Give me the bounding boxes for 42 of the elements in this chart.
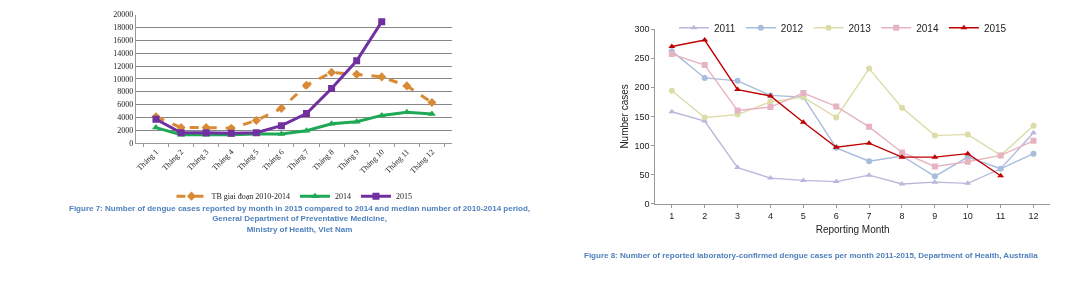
x-tick-label: 11 bbox=[995, 210, 1006, 221]
x-tick-label: 12 bbox=[1028, 210, 1039, 221]
caption: Figure 8: Number of reported laboratory-confirmed dengue cases per month 2011-2015, Department of Health, Australia bbox=[584, 251, 1039, 260]
x-tick-label: 2 bbox=[702, 210, 708, 221]
legend-label: 2015 bbox=[983, 22, 1007, 34]
x-axis-title: Reporting Month bbox=[815, 224, 890, 236]
y-tick-label: 6000 bbox=[117, 100, 134, 110]
y-axis-title: Number cases bbox=[618, 84, 630, 149]
legend-label: 2014 bbox=[334, 192, 351, 202]
x-tick-label: 7 bbox=[866, 210, 872, 221]
y-tick-label: 8000 bbox=[117, 87, 134, 97]
x-tick-label: 4 bbox=[767, 210, 773, 221]
x-tick-label: 9 bbox=[932, 210, 938, 221]
y-tick-label: 50 bbox=[639, 169, 650, 180]
y-tick-label: 4000 bbox=[117, 113, 134, 123]
y-tick-label: 100 bbox=[634, 140, 650, 151]
y-tick-label: 18000 bbox=[113, 23, 134, 33]
y-tick-label: 12000 bbox=[113, 61, 134, 71]
x-tick-label: 5 bbox=[800, 210, 806, 221]
y-tick-label: 16000 bbox=[113, 36, 134, 46]
legend-label: TB giai đoạn 2010-2014 bbox=[211, 192, 290, 202]
y-tick-label: 150 bbox=[634, 111, 650, 122]
x-tick-label: 3 bbox=[735, 210, 741, 221]
x-tick-label: 1 bbox=[669, 210, 675, 221]
y-tick-label: 200 bbox=[634, 82, 650, 93]
legend-label: 2012 bbox=[780, 22, 804, 34]
y-tick-label: 10000 bbox=[113, 74, 134, 84]
y-tick-label: 2000 bbox=[117, 125, 134, 135]
legend-label: 2011 bbox=[713, 22, 736, 34]
x-tick-label: 6 bbox=[833, 210, 839, 221]
legend-label: 2013 bbox=[848, 22, 872, 34]
caption: Figure 7: Number of dengue cases reported by month in 2015 compared to 2014 and median number of 2010-2014 period, General Department of Preventative Medicine, Ministry of Health, Viet Nam bbox=[69, 204, 531, 234]
y-tick-label: 0 bbox=[644, 198, 650, 209]
y-tick-label: 14000 bbox=[113, 48, 134, 58]
x-tick-label: 10 bbox=[962, 210, 973, 221]
legend-label: 2014 bbox=[916, 22, 939, 34]
legend-label: 2015 bbox=[395, 192, 412, 202]
y-tick-label: 0 bbox=[129, 138, 134, 148]
x-tick-label: 8 bbox=[899, 210, 905, 221]
y-tick-label: 20000 bbox=[113, 10, 134, 20]
y-tick-label: 250 bbox=[634, 53, 650, 64]
y-tick-label: 300 bbox=[634, 24, 650, 35]
